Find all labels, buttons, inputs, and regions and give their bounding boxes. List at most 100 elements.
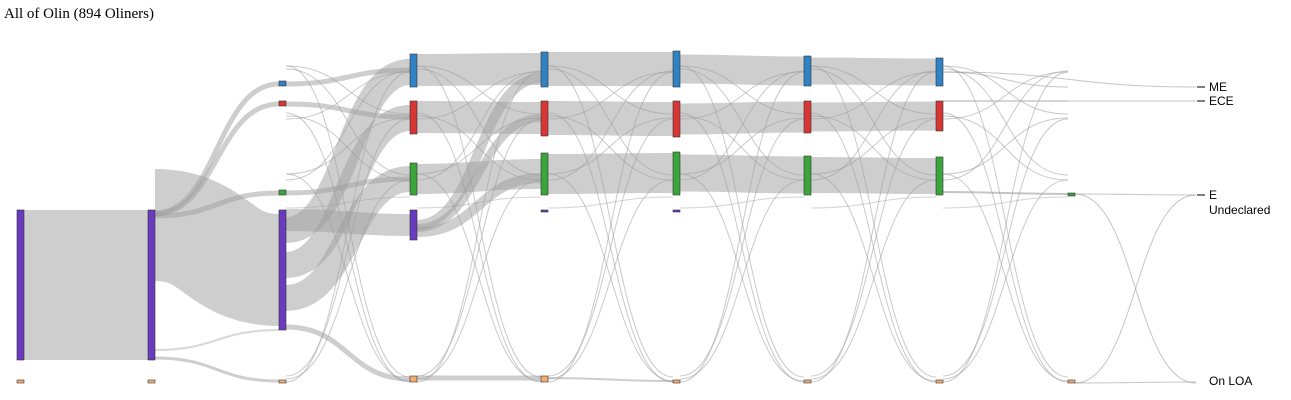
flow-link: [285, 70, 411, 181]
flow-link: [285, 65, 411, 115]
node-me-col-4: [540, 51, 549, 88]
flow-link: [810, 71, 937, 120]
flow-link: [285, 118, 411, 377]
flow-link: [942, 71, 1069, 383]
flow-link: [942, 65, 1069, 115]
flow-link: [810, 57, 937, 86]
flow-links: [24, 51, 1197, 384]
node-undeclared-col-3: [409, 209, 418, 241]
node-loa-col-3: [409, 375, 418, 383]
flow-link: [416, 53, 542, 86]
flow-link: [547, 196, 674, 209]
flow-link: [810, 70, 937, 181]
flow-link: [810, 118, 937, 377]
node-me-col-7: [935, 57, 944, 87]
node-me-col-5: [672, 50, 681, 88]
flow-link: [810, 65, 937, 115]
flow-link: [416, 70, 542, 181]
flow-link: [416, 73, 542, 230]
flow-link: [810, 115, 937, 181]
flow-link: [942, 115, 1069, 181]
flow-link: [942, 71, 1069, 120]
node-me-col-3: [409, 53, 418, 88]
node-loa-col-8: [1067, 379, 1076, 384]
flow-link: [679, 71, 805, 383]
flow-link: [942, 196, 1069, 209]
node-undeclared-col-5: [672, 209, 681, 213]
flow-link: [942, 70, 1069, 181]
flow-link: [154, 101, 280, 217]
node-ece-col-2: [278, 100, 287, 107]
node-loa-col-6: [803, 379, 812, 384]
node-undeclared-col-2: [278, 209, 287, 331]
label-undeclared: Undeclared: [1209, 203, 1270, 217]
flow-link: [547, 115, 674, 181]
flow-link: [942, 71, 1197, 88]
node-e-col-8: [1067, 192, 1076, 197]
flow-link: [154, 356, 280, 383]
flow-link: [679, 68, 805, 176]
node-loa-col-5: [672, 379, 681, 384]
flow-link: [285, 71, 411, 383]
flow-link: [942, 68, 1069, 176]
flow-link: [416, 115, 542, 181]
flow-link: [679, 154, 805, 194]
node-undeclared-col-4: [540, 209, 549, 213]
flow-link: [679, 179, 805, 380]
flow-link: [416, 117, 542, 175]
flow-link: [942, 118, 1069, 377]
flow-link: [942, 173, 1069, 382]
node-ece-col-3: [409, 100, 418, 135]
flow-link: [679, 70, 805, 181]
label-e: E: [1209, 188, 1217, 202]
node-ece-col-7: [935, 100, 944, 132]
flow-link: [151, 169, 283, 326]
node-e-col-5: [672, 151, 681, 196]
flow-link: [942, 179, 1069, 380]
flow-link: [416, 65, 542, 115]
node-undeclared-col-1: [147, 209, 156, 361]
flow-link: [547, 70, 674, 181]
node-e-col-2: [278, 189, 287, 196]
flow-link: [810, 179, 937, 380]
label-me: ME: [1209, 80, 1227, 94]
flow-link: [416, 71, 542, 120]
flow-link: [547, 65, 674, 115]
flow-link: [942, 191, 1069, 195]
flow-link: [416, 114, 542, 232]
flow-link: [285, 196, 411, 209]
flow-link: [285, 65, 411, 378]
node-ece-col-6: [803, 100, 812, 134]
flow-link: [547, 65, 674, 378]
flow-link: [679, 173, 805, 382]
flow-link: [547, 377, 674, 382]
node-loa-col-2: [278, 379, 287, 384]
flow-link: [547, 118, 674, 377]
flow-link: [547, 68, 674, 176]
flow-link: [942, 65, 1069, 378]
flow-link: [810, 157, 937, 194]
flow-link: [416, 71, 542, 383]
flow-link: [1074, 193, 1197, 196]
node-undeclared-col-0: [16, 209, 25, 361]
flow-link: [810, 68, 937, 176]
flow-link: [154, 329, 280, 351]
flow-link: [679, 117, 805, 175]
chart-title: All of Olin (894 Oliners): [4, 6, 154, 22]
node-e-col-7: [935, 156, 944, 196]
node-me-col-2: [278, 80, 287, 87]
flow-link: [416, 173, 542, 382]
flow-link: [1074, 194, 1197, 384]
flow-link: [547, 173, 674, 382]
flow-link: [679, 115, 805, 181]
flow-link: [679, 196, 805, 209]
flow-link: [285, 173, 411, 382]
flow-link: [679, 65, 805, 115]
flow-link: [679, 118, 805, 377]
flow-link: [285, 324, 411, 382]
flow-link: [416, 65, 542, 378]
node-loa-col-4: [540, 375, 549, 383]
flow-link: [284, 105, 412, 278]
flow-link: [285, 179, 411, 380]
